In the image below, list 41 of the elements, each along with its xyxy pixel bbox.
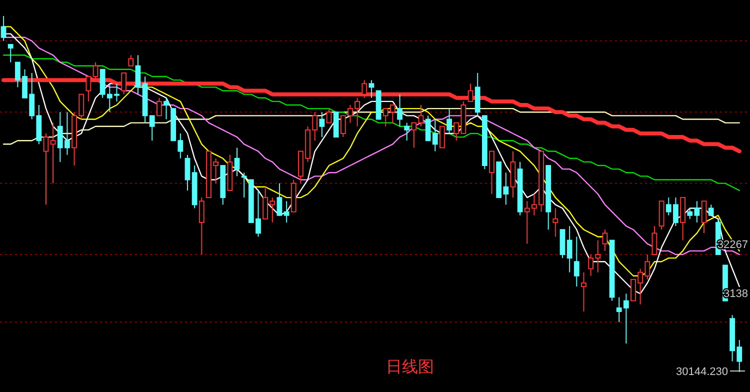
candlestick xyxy=(198,197,204,256)
candlestick xyxy=(440,126,445,148)
candlestick xyxy=(284,200,290,223)
candlestick xyxy=(234,147,240,177)
candlestick xyxy=(86,76,92,102)
candlestick xyxy=(411,122,417,148)
candlestick xyxy=(164,97,169,120)
candlestick xyxy=(241,172,247,198)
candlestick xyxy=(489,150,494,194)
candlestick xyxy=(121,72,127,95)
candlestick xyxy=(326,108,332,124)
candlestick xyxy=(581,272,586,312)
candlestick xyxy=(446,108,452,134)
candlestick xyxy=(652,226,658,256)
candlestick xyxy=(8,44,14,63)
candlestick xyxy=(574,236,580,288)
candlestick xyxy=(468,83,474,102)
candlestick xyxy=(454,122,460,142)
candlestick xyxy=(50,122,56,184)
candlestick xyxy=(276,182,282,216)
candlestick xyxy=(701,200,707,234)
candlestick xyxy=(362,80,368,98)
candlestick xyxy=(602,229,608,252)
candlestick xyxy=(0,16,6,42)
candlestick xyxy=(552,208,558,238)
candlestick xyxy=(566,226,572,273)
candlestick xyxy=(43,132,49,206)
candlestick xyxy=(128,54,134,66)
candlestick xyxy=(708,204,714,216)
text: 日线图 xyxy=(386,357,434,376)
candlestick xyxy=(319,112,325,138)
candlestick xyxy=(135,54,141,95)
candlestick xyxy=(92,62,98,81)
candlestick xyxy=(368,80,374,98)
candlestick xyxy=(156,97,162,116)
candlestick xyxy=(418,104,424,127)
candlestick xyxy=(404,122,410,142)
candlestick xyxy=(149,115,155,142)
annotation: 30144.230 xyxy=(676,366,728,378)
candlestick xyxy=(397,94,402,127)
candlestick xyxy=(184,154,190,191)
